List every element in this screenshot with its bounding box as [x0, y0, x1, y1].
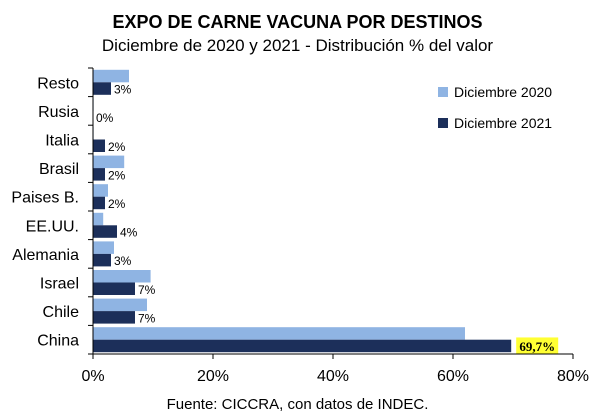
data-label-bg-china — [516, 337, 559, 355]
bar-resto-2021 — [93, 82, 111, 95]
category-label-ee-uu: EE.UU. — [26, 218, 79, 235]
x-tick-label: 40% — [317, 368, 349, 385]
bar-chile-2021 — [93, 311, 135, 324]
data-label-china: 69,7% — [519, 339, 555, 354]
x-tick-label: 80% — [557, 368, 589, 385]
bar-paises-b-2021 — [93, 196, 105, 210]
bar-brasil-2021 — [93, 168, 105, 181]
legend-swatch-2020 — [438, 87, 448, 97]
x-tick-label: 60% — [437, 368, 469, 385]
chart-subtitle: Diciembre de 2020 y 2021 - Distribución … — [101, 36, 494, 55]
x-tick-label: 20% — [197, 368, 229, 385]
bar-brasil-2020 — [93, 155, 125, 169]
data-label-resto: 3% — [114, 83, 132, 97]
bar-chile-2020 — [93, 298, 147, 312]
category-label-israel: Israel — [40, 276, 79, 293]
data-label-israel: 7% — [138, 283, 156, 297]
bar-china-2020 — [93, 327, 465, 340]
chart-title: EXPO DE CARNE VACUNA POR DESTINOS — [112, 12, 483, 32]
data-label-ee-uu: 4% — [120, 226, 138, 240]
legend-swatch-2021 — [438, 118, 448, 128]
bar-italia-2021 — [93, 139, 105, 152]
bar-resto-2020 — [93, 69, 129, 83]
category-label-china: China — [37, 333, 79, 350]
data-label-chile: 7% — [138, 311, 156, 325]
data-label-brasil: 2% — [108, 168, 126, 182]
bar-paises-b-2020 — [93, 184, 108, 197]
legend-item-2021: Diciembre 2021 — [438, 115, 552, 131]
bar-alemania-2020 — [93, 241, 114, 254]
bar-israel-2021 — [93, 282, 135, 295]
data-label-alemania: 3% — [114, 254, 132, 268]
source-note: Fuente: CICCRA, con datos de INDEC. — [166, 396, 429, 413]
category-label-rusia: Rusia — [38, 104, 79, 121]
bar-ee-uu-2021 — [93, 225, 117, 238]
category-label-chile: Chile — [43, 304, 80, 321]
bar-china-2021 — [93, 339, 512, 353]
data-label-italia: 2% — [108, 140, 126, 154]
data-label-rusia: 0% — [96, 111, 114, 125]
category-label-brasil: Brasil — [39, 161, 79, 178]
bar-alemania-2021 — [93, 253, 111, 267]
x-tick-label: 0% — [81, 368, 104, 385]
category-label-paises-b: Paises B. — [11, 190, 79, 207]
data-label-paises-b: 2% — [108, 197, 126, 211]
category-label-resto: Resto — [37, 75, 79, 92]
legend-label-2020: Diciembre 2020 — [454, 84, 553, 100]
category-label-alemania: Alemania — [12, 247, 79, 264]
legend-label-2021: Diciembre 2021 — [454, 115, 553, 131]
legend-item-2020: Diciembre 2020 — [438, 84, 552, 100]
bar-israel-2020 — [93, 270, 151, 283]
category-label-italia: Italia — [45, 133, 79, 150]
bar-ee-uu-2020 — [93, 212, 104, 226]
